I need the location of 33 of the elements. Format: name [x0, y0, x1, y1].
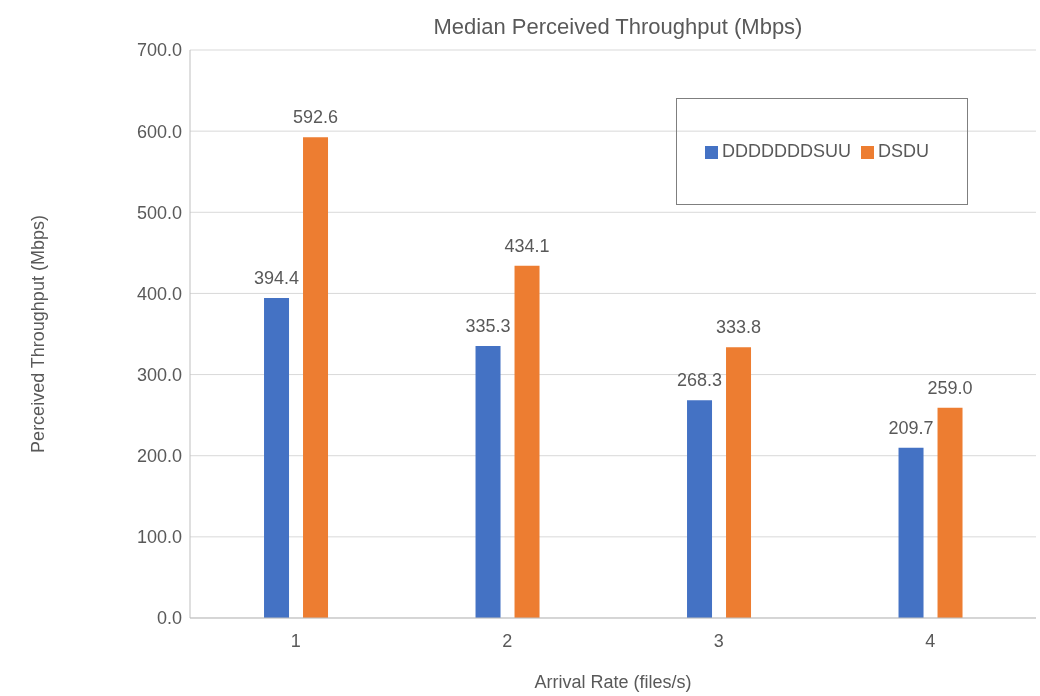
y-tick-label: 600.0: [136, 121, 182, 142]
legend-label: DDDDDDDSUU: [721, 141, 851, 161]
bar: [687, 400, 713, 618]
legend-label: DSDU: [877, 141, 929, 161]
bar: [726, 347, 752, 618]
y-tick-label: 300.0: [136, 364, 182, 385]
x-tick-label: 4: [925, 630, 936, 651]
y-tick-label: 0.0: [156, 608, 182, 629]
data-label: 394.4: [254, 267, 300, 288]
y-tick-label: 500.0: [136, 202, 182, 223]
bar: [937, 407, 963, 618]
y-tick-label: 400.0: [136, 283, 182, 304]
x-tick-label: 3: [713, 630, 724, 651]
chart-title: Median Perceived Throughput (Mbps): [432, 14, 804, 40]
bar: [898, 447, 924, 618]
data-label: 333.8: [716, 317, 762, 338]
bar: [264, 297, 290, 618]
data-label: 434.1: [504, 235, 550, 256]
bar: [475, 345, 501, 618]
data-label: 259.0: [927, 377, 973, 398]
data-label: 268.3: [677, 370, 723, 391]
bar: [303, 137, 329, 618]
y-tick-label: 100.0: [136, 527, 182, 548]
y-tick-label: 700.0: [136, 40, 182, 61]
data-label: 209.7: [888, 417, 934, 438]
data-label: 335.3: [465, 315, 511, 336]
x-tick-label: 2: [502, 630, 513, 651]
x-tick-label: 1: [290, 630, 301, 651]
data-label: 592.6: [293, 107, 339, 128]
x-axis-title: Arrival Rate (files/s): [534, 672, 692, 692]
y-tick-label: 200.0: [136, 446, 182, 467]
bar: [514, 265, 540, 618]
y-axis-title: Perceived Throughput (Mbps): [28, 215, 49, 453]
